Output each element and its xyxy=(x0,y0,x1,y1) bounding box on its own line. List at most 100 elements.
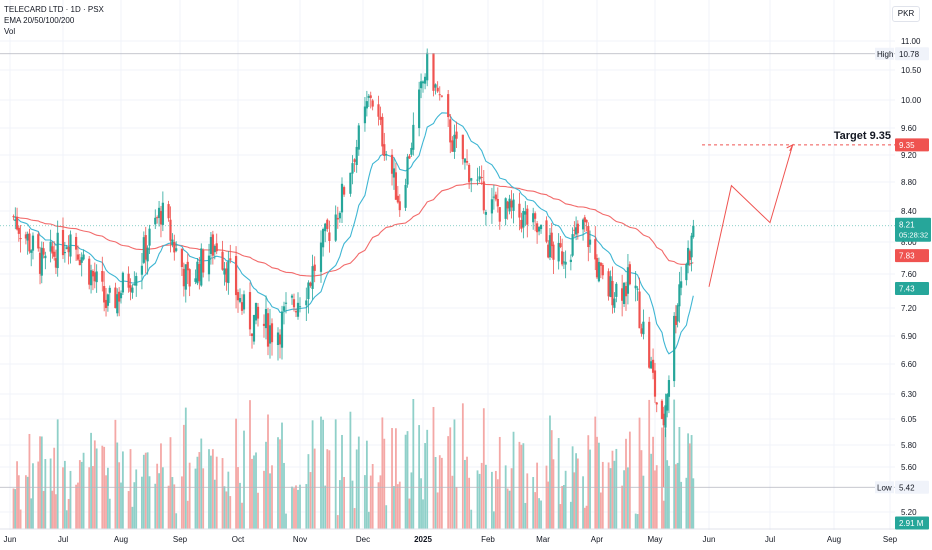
volume-legend[interactable]: Vol xyxy=(4,27,16,36)
volume-bar xyxy=(623,470,625,529)
candle-body xyxy=(674,316,678,325)
candle-body xyxy=(334,214,337,241)
volume-bar xyxy=(67,498,70,529)
volume-bar xyxy=(108,498,111,529)
candle-body xyxy=(307,282,310,300)
time-axis-background xyxy=(0,530,895,550)
volume-bar xyxy=(582,476,584,529)
volume-bar xyxy=(146,452,149,529)
candle-body xyxy=(121,272,125,293)
candle-body xyxy=(198,264,201,282)
candle-body xyxy=(213,245,216,253)
candle-body xyxy=(65,247,68,249)
candle-body xyxy=(268,325,272,344)
volume-bar xyxy=(243,430,245,529)
candle-body xyxy=(453,134,456,152)
volume-bar xyxy=(42,490,45,529)
volume-bar xyxy=(654,470,656,529)
volume-bar xyxy=(40,436,43,529)
candle-body xyxy=(537,227,541,232)
volume-bar xyxy=(63,460,66,529)
candle-body xyxy=(30,250,33,253)
volume-bar xyxy=(213,479,216,529)
candle-body xyxy=(135,276,138,286)
time-tick-label: Sep xyxy=(883,535,898,544)
candle-body xyxy=(662,413,665,426)
volume-bar xyxy=(202,468,205,529)
volume-bar xyxy=(476,470,479,529)
chart-title[interactable]: TELECARD LTD · 1D · PSX xyxy=(4,5,104,14)
price-axis[interactable]: 11.00 10.50 10.00 9.60 9.20 8.80 8.40 8.00 7.60 7… xyxy=(875,0,932,550)
volume-bar xyxy=(510,468,513,529)
price-tick-label: 9.60 xyxy=(901,124,917,133)
volume-bar xyxy=(393,486,395,529)
volume-bar xyxy=(666,460,669,529)
candle-body xyxy=(69,234,72,257)
volume-bar xyxy=(263,470,265,529)
candle-body xyxy=(270,323,274,343)
candle-body xyxy=(182,268,185,287)
candle-body xyxy=(666,394,669,411)
candle-body xyxy=(144,235,147,260)
volume-bar xyxy=(552,459,555,529)
volume-bar xyxy=(181,476,183,529)
candle-body xyxy=(180,248,184,268)
volume-bar xyxy=(49,458,52,529)
candle-body xyxy=(667,380,671,397)
volume-bar xyxy=(464,459,466,529)
volume-bar xyxy=(293,488,295,529)
ema-fast-tag: 7.43 xyxy=(899,284,915,293)
candle-body xyxy=(455,131,458,139)
volume-bar xyxy=(494,470,497,529)
candle-body xyxy=(640,328,643,334)
time-axis[interactable]: Jun Jul Aug Sep Oct Nov Dec 2025 Feb Mar Apr May Jun… xyxy=(0,530,898,550)
volume-bar xyxy=(114,419,117,529)
volume-bar xyxy=(30,498,33,529)
volume-bar xyxy=(322,419,324,529)
time-tick-label: Jun xyxy=(703,535,716,544)
volume-bar xyxy=(16,461,18,529)
volume-bar xyxy=(142,454,145,529)
candle-body xyxy=(379,116,382,120)
volume-bar xyxy=(498,436,501,529)
volume-bar xyxy=(625,438,627,529)
volume-bar xyxy=(678,426,681,529)
volume-bar xyxy=(271,465,273,529)
candle-body xyxy=(44,255,47,259)
volume-bar xyxy=(432,406,435,529)
volume-bar xyxy=(196,456,199,529)
candle-body xyxy=(410,147,413,155)
volume-bar xyxy=(200,438,203,529)
candle-body xyxy=(280,311,284,348)
time-tick-label: Mar xyxy=(536,535,550,544)
volume-bar xyxy=(589,449,591,529)
candle-body xyxy=(148,228,151,246)
candle-body xyxy=(15,216,19,230)
candle-body xyxy=(638,291,641,329)
candle-body xyxy=(53,251,56,257)
volume-bar xyxy=(78,460,81,529)
volume-bar xyxy=(239,482,241,529)
time-tick-label: Jul xyxy=(765,535,775,544)
candle-body xyxy=(449,119,452,143)
volume-bar xyxy=(536,462,539,529)
indicator-legend[interactable]: EMA 20/50/100/200 xyxy=(4,16,75,25)
volume-bar xyxy=(253,455,255,529)
candle-body xyxy=(468,164,471,183)
candle-body xyxy=(678,284,681,307)
volume-bar xyxy=(334,419,337,529)
volume-bar xyxy=(182,424,185,529)
candle-body xyxy=(404,184,407,208)
volume-bar xyxy=(561,485,564,529)
candle-body xyxy=(336,217,339,220)
candle-body xyxy=(607,271,610,297)
candle-body xyxy=(494,194,497,200)
volume-bar xyxy=(188,462,191,529)
candle-body xyxy=(559,243,562,247)
volume-bar xyxy=(210,455,212,529)
low-label: Low xyxy=(877,483,892,492)
volume-bar xyxy=(69,470,72,529)
currency-button[interactable]: PKR xyxy=(892,6,920,22)
candle-body xyxy=(408,155,411,159)
